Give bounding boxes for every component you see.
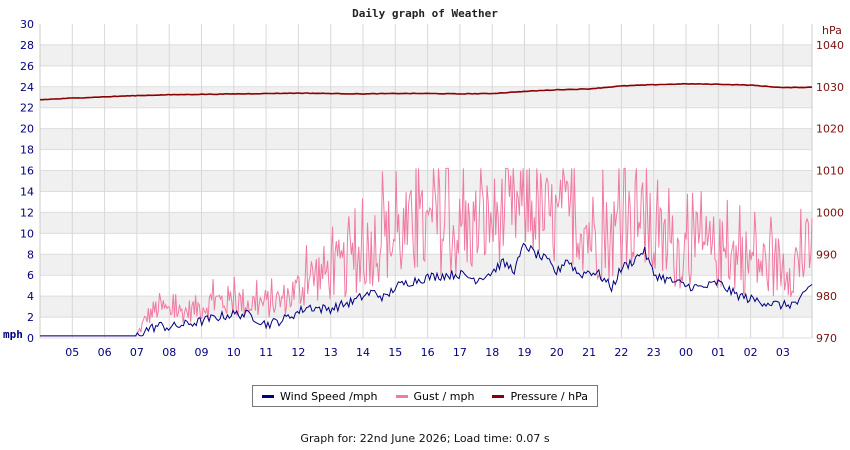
left-tick-label: 4 (27, 290, 34, 303)
left-tick-label: 2 (27, 311, 34, 324)
footer-status: Graph for: 22nd June 2026; Load time: 0.… (300, 432, 550, 445)
grid-band (40, 170, 812, 192)
x-tick-label: 09 (195, 346, 209, 359)
x-tick-label: 18 (485, 346, 499, 359)
x-tick-label: 19 (518, 346, 532, 359)
right-tick-label: 1030 (816, 81, 844, 94)
x-tick-label: 07 (130, 346, 144, 359)
x-tick-label: 22 (614, 346, 628, 359)
legend-swatch-wind (262, 394, 274, 398)
left-tick-label: 14 (20, 185, 34, 198)
left-tick-label: 8 (27, 248, 34, 261)
right-axis-ticks: 970 980 990 1000 1010 1020 1030 1040 (816, 39, 844, 345)
legend-label-wind: Wind Speed /mph (280, 389, 378, 403)
x-tick-label: 08 (162, 346, 176, 359)
x-tick-label: 16 (421, 346, 435, 359)
left-tick-label: 24 (20, 81, 34, 94)
x-tick-label: 21 (582, 346, 596, 359)
x-tick-label: 10 (227, 346, 241, 359)
right-tick-label: 980 (816, 290, 837, 303)
vertical-grid (39, 24, 813, 338)
left-axis-unit: mph (3, 328, 23, 341)
x-tick-label: 20 (550, 346, 564, 359)
left-tick-label: 10 (20, 227, 34, 240)
x-axis-ticks: 05 06 07 08 09 10 11 12 13 14 15 16 17 18 19 20 21 22 23 00… (65, 346, 790, 359)
grid-bands (40, 24, 812, 339)
left-tick-label: 20 (20, 123, 34, 136)
x-tick-label: 14 (356, 346, 370, 359)
right-tick-label: 990 (816, 248, 837, 261)
left-tick-label: 12 (20, 206, 34, 219)
right-tick-label: 1040 (816, 39, 844, 52)
left-tick-label: 16 (20, 165, 34, 178)
left-tick-label: 6 (27, 269, 34, 282)
left-tick-label: 26 (20, 60, 34, 73)
chart-title: Daily graph of Weather (352, 7, 498, 20)
left-tick-label: 0 (27, 332, 34, 345)
left-tick-label: 30 (20, 18, 34, 31)
series-layer (40, 82, 813, 337)
legend: Wind Speed /mph Gust / mph Pressure / hP… (252, 385, 598, 407)
right-tick-label: 1000 (816, 206, 844, 219)
right-axis-unit: hPa (822, 24, 842, 37)
legend-swatch-pressure (492, 394, 505, 398)
left-tick-label: 28 (20, 39, 34, 52)
right-tick-label: 970 (816, 332, 837, 345)
x-tick-label: 11 (259, 346, 273, 359)
x-tick-label: 02 (744, 346, 758, 359)
legend-swatch-gust (395, 394, 408, 398)
grid-band (40, 86, 812, 108)
grid-band (40, 44, 812, 66)
legend-item-gust: Gust / mph (395, 389, 475, 403)
left-tick-label: 22 (20, 102, 34, 115)
x-tick-label: 12 (291, 346, 305, 359)
x-tick-label: 03 (776, 346, 790, 359)
x-tick-label: 05 (65, 346, 79, 359)
right-tick-label: 1010 (816, 165, 844, 178)
x-tick-label: 15 (388, 346, 402, 359)
series-gust-line (40, 167, 813, 337)
x-tick-label: 23 (647, 346, 661, 359)
legend-item-wind: Wind Speed /mph (262, 390, 378, 403)
x-tick-label: 13 (324, 346, 338, 359)
series-pressure-line (40, 82, 813, 101)
x-tick-label: 01 (711, 346, 725, 359)
grid-band (40, 254, 812, 276)
x-tick-label: 06 (98, 346, 112, 359)
right-tick-label: 1020 (816, 123, 844, 136)
legend-label-pressure: Pressure / hPa (510, 389, 588, 403)
x-tick-label: 00 (679, 346, 693, 359)
legend-item-pressure: Pressure / hPa (492, 390, 588, 403)
legend-label-gust: Gust / mph (413, 389, 475, 403)
grid-band (40, 128, 812, 150)
left-tick-label: 18 (20, 144, 34, 157)
x-tick-label: 17 (453, 346, 467, 359)
series-wind-line (40, 242, 813, 337)
